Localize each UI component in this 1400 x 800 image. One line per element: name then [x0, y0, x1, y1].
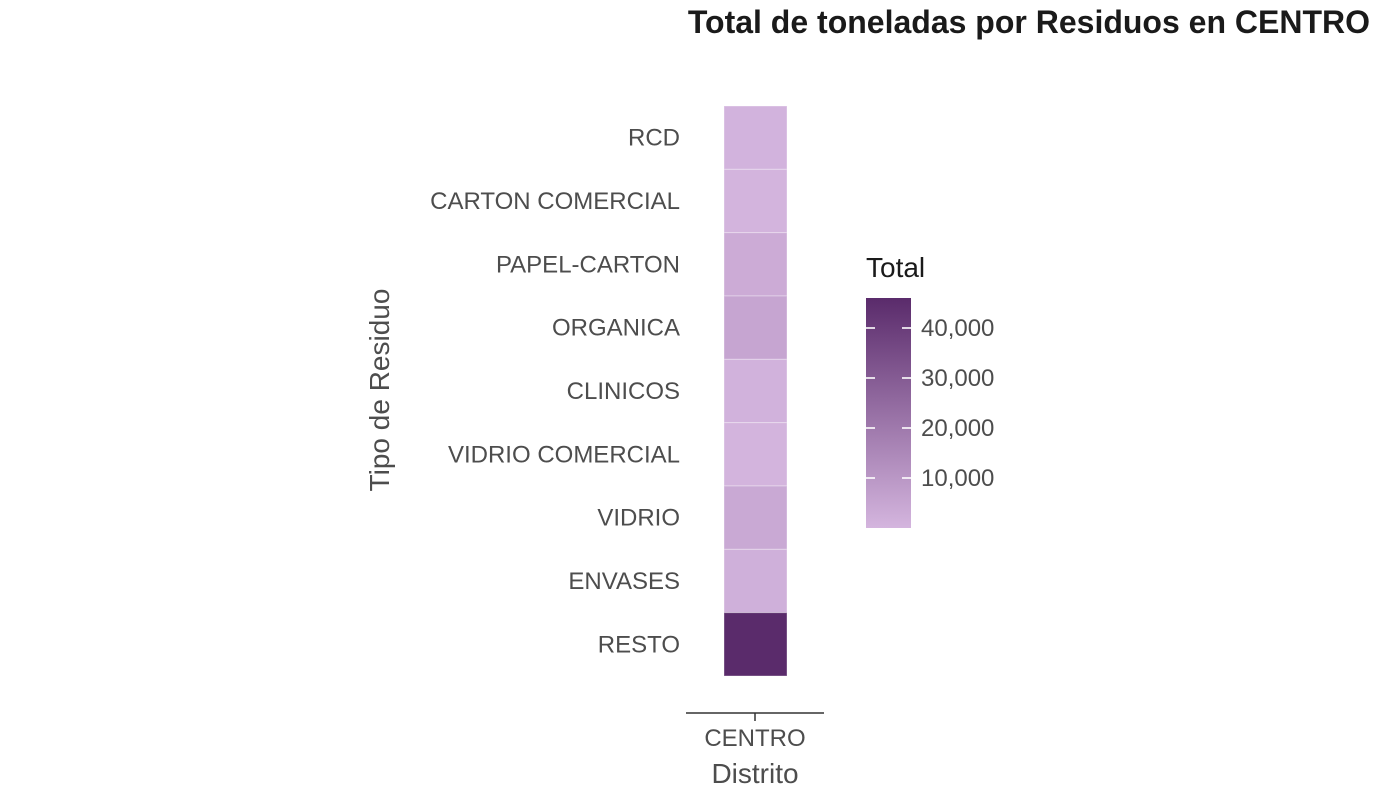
- color-legend: Total 10,000 20,000 30,000 40,000: [866, 252, 994, 528]
- y-axis-title: Tipo de Residuo: [364, 289, 395, 492]
- y-tick-label-envases: ENVASES: [568, 568, 680, 595]
- legend-colorbar: [866, 298, 911, 528]
- y-tick-label-organica: ORGANICA: [552, 315, 680, 342]
- heatmap-cell-organica: [723, 295, 788, 360]
- legend-tick-label-30000: 30,000: [921, 365, 994, 392]
- heatmap-cell-clinicos: [723, 358, 788, 424]
- y-tick-label-resto: RESTO: [598, 631, 680, 658]
- y-tick-label-rcd: RCD: [628, 125, 680, 152]
- legend-title: Total: [866, 252, 925, 283]
- y-tick-label-carton-comercial: CARTON COMERCIAL: [430, 188, 680, 215]
- heatmap-cell-envases: [723, 548, 788, 614]
- heatmap-cell-papel-carton: [723, 232, 788, 297]
- heatmap-cell-vidrio: [723, 485, 788, 550]
- chart-title: Total de toneladas por Residuos en CENTR…: [688, 4, 1370, 40]
- legend-ticks: 10,000 20,000 30,000 40,000: [866, 315, 994, 492]
- y-tick-label-clinicos: CLINICOS: [567, 378, 680, 405]
- heatmap-cell-carton-comercial: [723, 168, 788, 234]
- heatmap-cells: [723, 105, 788, 677]
- y-tick-label-papel-carton: PAPEL-CARTON: [496, 251, 680, 278]
- legend-tick-label-40000: 40,000: [921, 315, 994, 342]
- heatmap-cell-vidrio-comercial: [723, 422, 788, 487]
- y-axis-labels: RCD CARTON COMERCIAL PAPEL-CARTON ORGANICA C…: [430, 125, 680, 659]
- x-tick-label-centro: CENTRO: [704, 725, 805, 752]
- legend-tick-label-20000: 20,000: [921, 415, 994, 442]
- heatmap-cell-resto: [723, 612, 788, 677]
- y-tick-label-vidrio-comercial: VIDRIO COMERCIAL: [448, 441, 680, 468]
- legend-tick-label-10000: 10,000: [921, 465, 994, 492]
- y-tick-label-vidrio: VIDRIO: [597, 505, 680, 532]
- x-axis-title: Distrito: [711, 758, 798, 789]
- heatmap-cell-rcd: [723, 105, 788, 170]
